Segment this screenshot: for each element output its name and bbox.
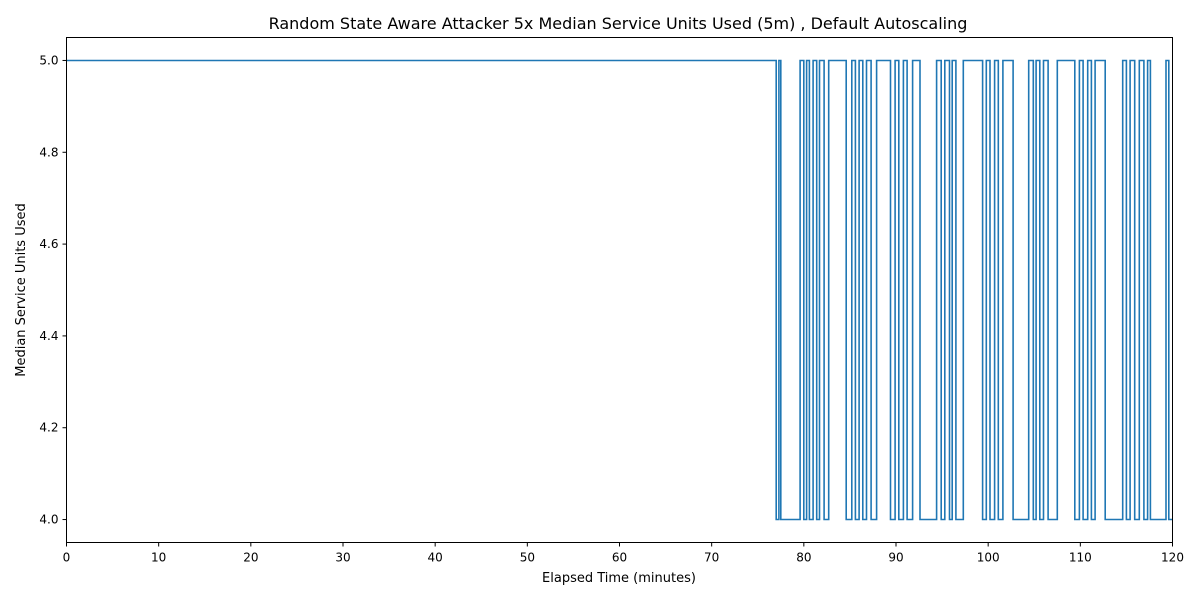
chart-title: Random State Aware Attacker 5x Median Se… — [269, 14, 968, 33]
plot-frame — [66, 37, 1173, 543]
x-tick-label: 0 — [63, 551, 71, 565]
y-tick-label: 4.0 — [39, 513, 58, 527]
x-tick-label: 60 — [612, 551, 627, 565]
x-tick-label: 40 — [428, 551, 443, 565]
y-tick-label: 4.2 — [39, 421, 58, 435]
y-tick-label: 4.8 — [39, 145, 58, 159]
x-tick-label: 50 — [520, 551, 535, 565]
y-tick-label: 4.6 — [39, 237, 58, 251]
x-tick-label: 10 — [151, 551, 166, 565]
x-tick-label: 90 — [888, 551, 903, 565]
y-tick-label: 4.4 — [39, 329, 58, 343]
series-line — [66, 59, 1173, 521]
x-tick-label: 100 — [977, 551, 1000, 565]
y-tick-label: 5.0 — [39, 53, 58, 67]
x-tick-label: 80 — [796, 551, 811, 565]
x-tick-label: 30 — [335, 551, 350, 565]
x-axis-label: Elapsed Time (minutes) — [542, 571, 696, 586]
x-tick-label: 110 — [1069, 551, 1092, 565]
x-tick-label: 20 — [243, 551, 258, 565]
y-axis: 4.0 4.2 4.4 4.6 4.8 5.0 — [39, 53, 67, 527]
x-tick-label: 70 — [704, 551, 719, 565]
x-axis: 0 10 20 30 40 50 60 70 80 90 100 110 120 — [63, 542, 1184, 565]
x-tick-label: 120 — [1161, 551, 1184, 565]
plot-area — [66, 59, 1173, 521]
y-axis-label: Median Service Units Used — [14, 203, 29, 377]
